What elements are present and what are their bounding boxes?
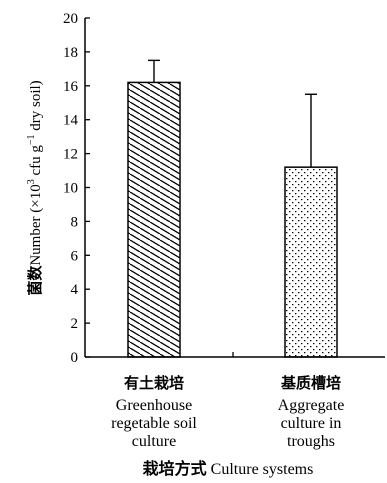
bar [127, 81, 181, 358]
x-axis-title: 栽培方式 Culture systems [143, 459, 314, 478]
category-label-en: Aggregate [278, 397, 345, 414]
y-tick-label: 14 [63, 113, 79, 129]
y-tick-label: 12 [63, 147, 78, 163]
category-label-en: culture [132, 433, 176, 450]
y-tick-label: 0 [71, 350, 79, 366]
category-label-en: Greenhouse [116, 397, 192, 414]
y-tick-label: 8 [71, 214, 79, 230]
bars [127, 81, 338, 358]
y-tick-label: 18 [63, 45, 78, 61]
error-bars [148, 59, 317, 168]
y-tick-label: 16 [63, 79, 79, 95]
category-label-en: regetable soil [111, 415, 197, 432]
y-tick-label: 2 [71, 316, 79, 332]
y-axis-title: 菌数Number (×103 cfu g−1 dry soil) [26, 80, 44, 295]
y-tick-label: 4 [71, 282, 79, 298]
y-tick-label: 20 [63, 11, 78, 27]
category-label-cn: 基质槽培 [280, 374, 341, 392]
category-label-en: troughs [287, 433, 335, 450]
y-tick-label: 10 [63, 181, 78, 197]
y-tick-label: 6 [71, 248, 79, 264]
category-label-cn: 有土栽培 [124, 374, 184, 392]
bar [284, 166, 338, 358]
y-axis-ticks: 0 2 4 6 8 10 12 14 16 18 20 [63, 11, 90, 366]
category-label-en: culture in [281, 415, 342, 432]
